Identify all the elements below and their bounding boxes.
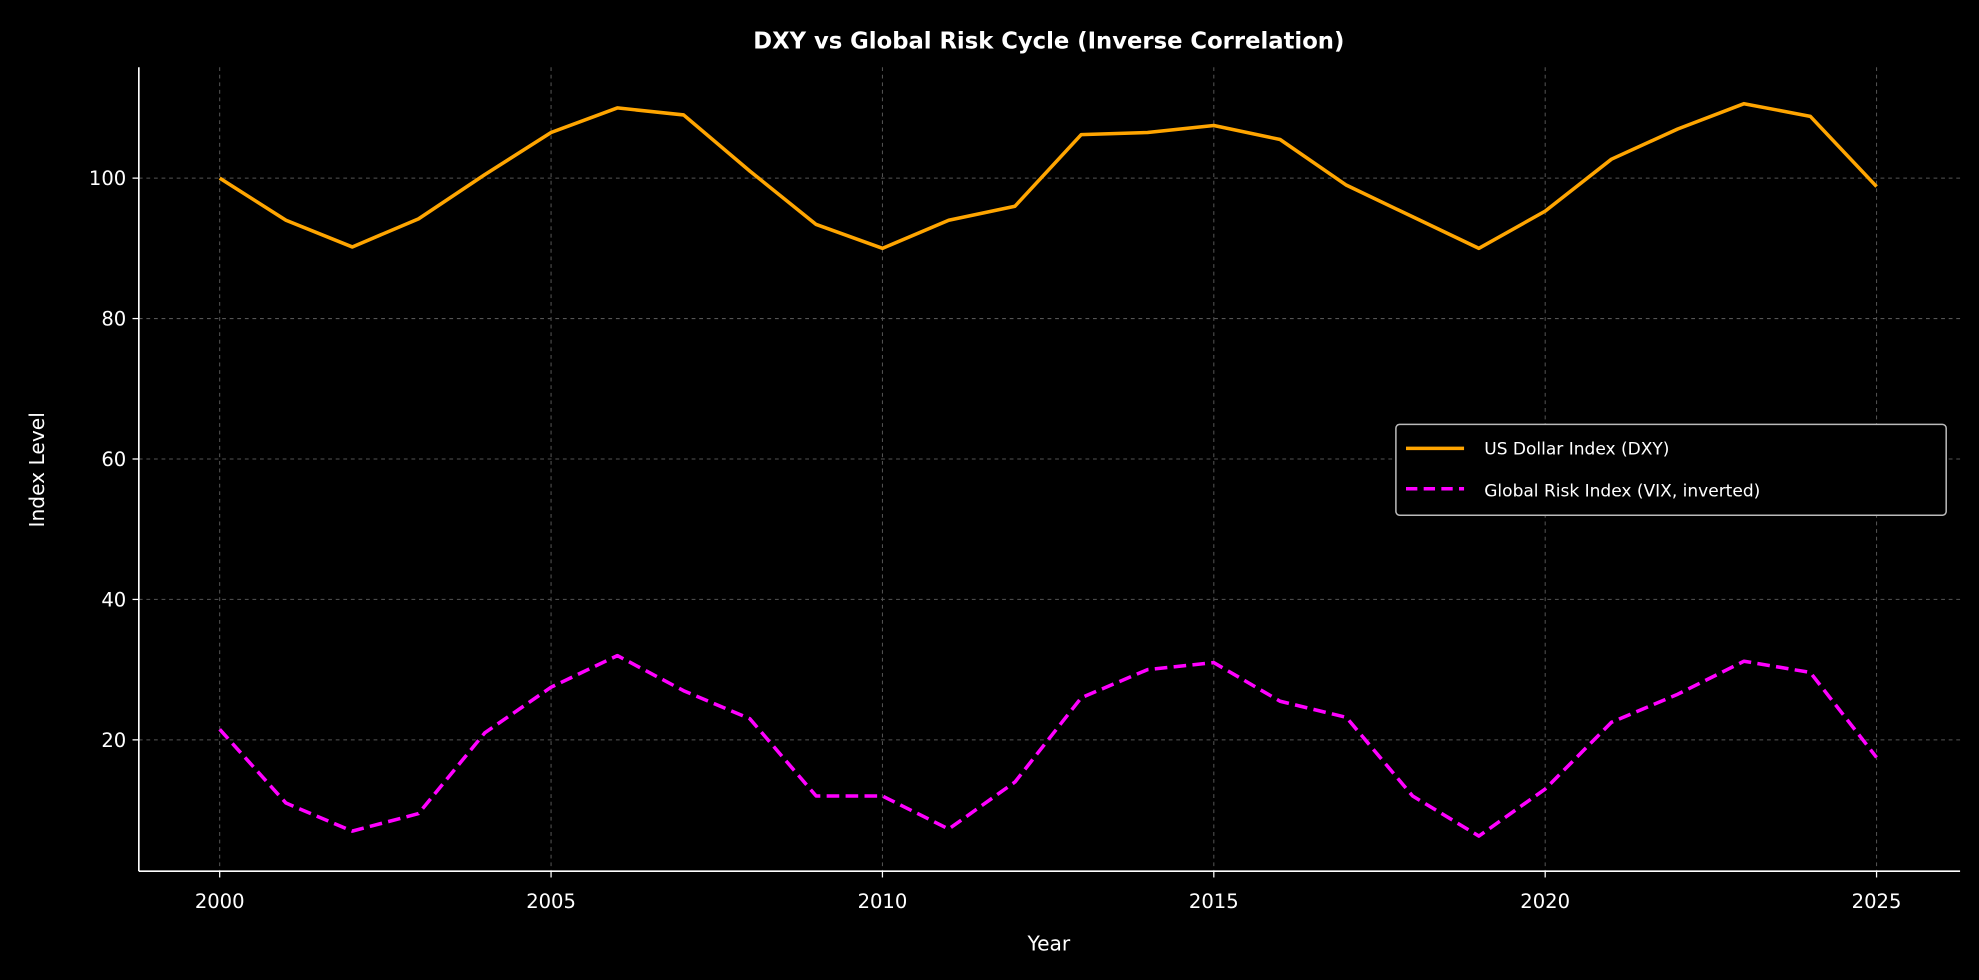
- y-tick-label: 20: [101, 729, 126, 752]
- series-group: [218, 101, 1878, 838]
- x-tick-label: 2020: [1520, 890, 1570, 913]
- x-tick-label: 2000: [195, 890, 245, 913]
- ticks: 2000 2005 2010 2015 2020 2025 20 40 60 80 100: [89, 167, 1902, 913]
- x-tick-label: 2015: [1189, 890, 1239, 913]
- x-tick-label: 2005: [526, 890, 576, 913]
- y-tick-label: 40: [101, 588, 126, 611]
- x-axis-label: Year: [1026, 932, 1070, 956]
- legend-frame: [1395, 423, 1947, 516]
- y-tick-label: 80: [101, 308, 126, 331]
- legend-label-risk: Global Risk Index (VIX, inverted): [1484, 481, 1760, 501]
- x-tick-label: 2025: [1852, 890, 1902, 913]
- legend-label-dxy: US Dollar Index (DXY): [1484, 440, 1669, 460]
- y-tick-label: 100: [89, 167, 126, 190]
- y-axis-label: Index Level: [25, 412, 49, 527]
- series-line-dxy: [218, 101, 1878, 251]
- y-tick-label: 60: [101, 448, 126, 471]
- chart-title: DXY vs Global Risk Cycle (Inverse Correl…: [753, 28, 1344, 54]
- legend: US Dollar Index (DXY) Global Risk Index …: [1395, 423, 1947, 516]
- x-tick-label: 2010: [858, 890, 908, 913]
